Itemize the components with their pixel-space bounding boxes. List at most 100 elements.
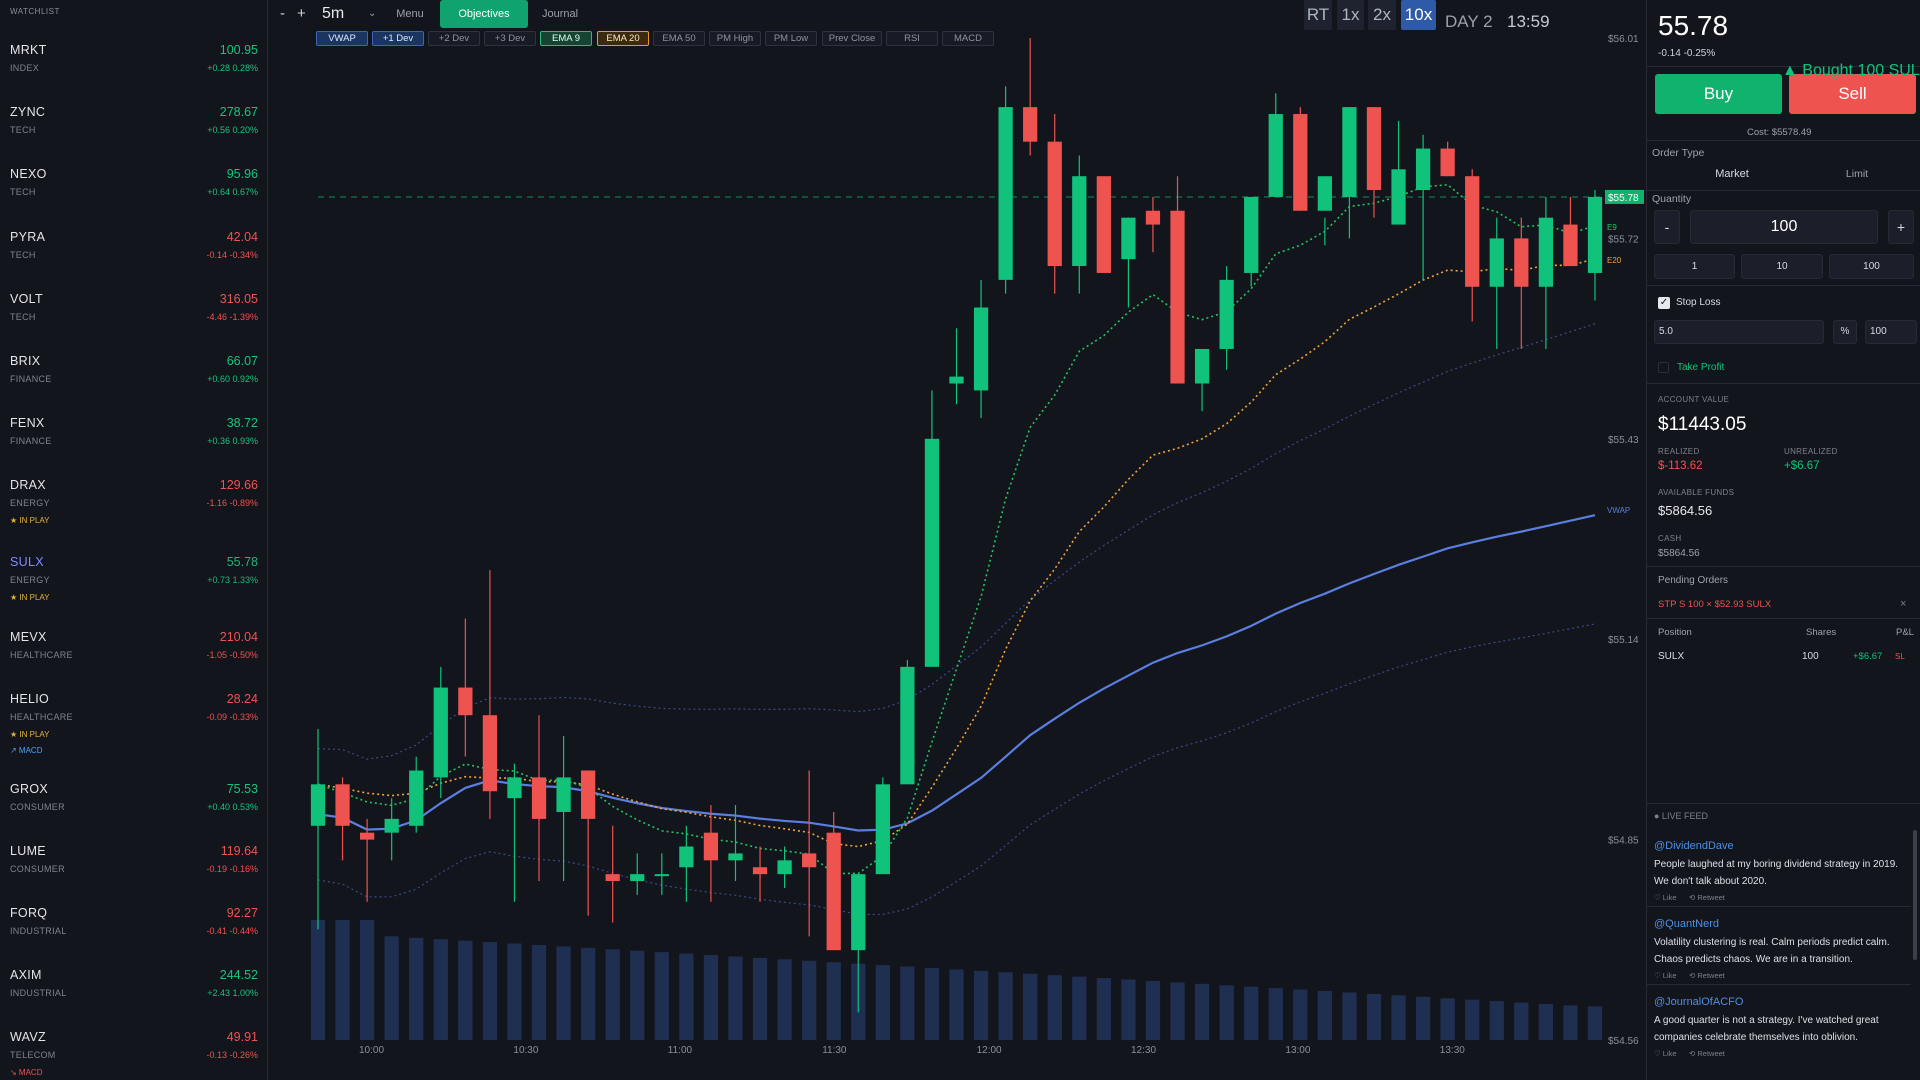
objectives-tab[interactable]: Objectives xyxy=(440,0,528,28)
watchlist-symbol: PYRA xyxy=(10,230,46,244)
watchlist-item-axim[interactable]: AXIM INDUSTRIAL 244.52 +2.43 1.00% xyxy=(0,968,267,1028)
indicator-toggle-ema-9[interactable]: EMA 9 xyxy=(540,31,592,46)
stop-loss-checkbox[interactable]: ✓ xyxy=(1658,297,1670,309)
price-chart[interactable]: $56.01 $55.72 $55.43 $55.14 $54.85 $54.56 10:0… xyxy=(272,0,1644,1080)
indicator-toggle-rsi[interactable]: RSI xyxy=(886,31,938,46)
watchlist-item-wavz[interactable]: WAVZ TELECOM 49.91 -0.13 -0.26% ↘ MACD xyxy=(0,1030,267,1080)
watchlist-symbol: NEXO xyxy=(10,167,47,181)
volume-bar xyxy=(924,968,940,1040)
indicator-toggle-vwap[interactable]: VWAP xyxy=(316,31,368,46)
watchlist-item-sulx[interactable]: SULX ENERGY 55.78 +0.73 1.33% ★ IN PLAY xyxy=(0,555,267,615)
watchlist-item-fenx[interactable]: FENX FINANCE 38.72 +0.36 0.93% xyxy=(0,416,267,476)
watchlist-item-brix[interactable]: BRIX FINANCE 66.07 +0.60 0.92% xyxy=(0,354,267,414)
feed-username[interactable]: @QuantNerd xyxy=(1654,918,1719,930)
candle-body xyxy=(507,777,522,799)
watchlist-symbol: HELIO xyxy=(10,692,50,706)
indicator-toggle--3-dev[interactable]: +3 Dev xyxy=(484,31,536,46)
volume-bar xyxy=(949,969,964,1040)
watchlist-item-zync[interactable]: ZYNC TECH 278.67 +0.56 0.20% xyxy=(0,105,267,165)
candle-body xyxy=(409,770,424,826)
buy-button[interactable]: Buy xyxy=(1655,74,1782,114)
watchlist-item-forq[interactable]: FORQ INDUSTRIAL 92.27 -0.41 -0.44% xyxy=(0,906,267,966)
qty-plus-button[interactable]: + xyxy=(1888,210,1914,244)
stop-unit-toggle[interactable]: % xyxy=(1833,320,1857,344)
time-tick-label: 13:00 xyxy=(1285,1045,1310,1056)
indicator-toggle-ema-20[interactable]: EMA 20 xyxy=(597,31,649,46)
watchlist-sector: TECH xyxy=(10,125,36,135)
candle-body xyxy=(654,874,669,877)
volume-bar xyxy=(1293,989,1308,1040)
candle-body xyxy=(679,846,694,868)
watchlist-change: +0.73 1.33% xyxy=(207,575,258,585)
qty-minus-button[interactable]: - xyxy=(1654,210,1680,244)
indicator-toggle-pm-high[interactable]: PM High xyxy=(709,31,761,46)
feed-username[interactable]: @DividendDave xyxy=(1654,840,1734,852)
feed-scrollbar[interactable] xyxy=(1913,830,1917,960)
like-button[interactable]: ♡ Like xyxy=(1654,893,1677,902)
volume-bar xyxy=(1563,1005,1578,1040)
retweet-button[interactable]: ⟲ Retweet xyxy=(1689,893,1725,902)
like-button[interactable]: ♡ Like xyxy=(1654,971,1677,980)
watchlist-item-pyra[interactable]: PYRA TECH 42.04 -0.14 -0.34% xyxy=(0,230,267,290)
speed-rt-button[interactable]: RT xyxy=(1304,0,1332,30)
vwap-label: VWAP xyxy=(1607,506,1630,515)
volume-bar xyxy=(1244,986,1259,1040)
candle-body xyxy=(335,784,350,826)
order-type-market[interactable]: Market xyxy=(1715,168,1749,180)
volume-bar xyxy=(802,960,817,1040)
watchlist-item-lume[interactable]: LUME CONSUMER 119.64 -0.19 -0.16% xyxy=(0,844,267,904)
watchlist-item-drax[interactable]: DRAX ENERGY 129.66 -1.16 -0.89% ★ IN PLAY xyxy=(0,478,267,538)
watchlist-sector: HEALTHCARE xyxy=(10,650,73,660)
timeframe-select[interactable]: 5m ⌄ xyxy=(322,0,382,28)
zoom-out-button[interactable]: - xyxy=(280,5,285,22)
pending-order-row[interactable]: STP S 100 × $52.93 SULX xyxy=(1658,599,1772,610)
position-shares: 100 xyxy=(1802,651,1819,662)
qty-preset-10[interactable]: 10 xyxy=(1741,254,1823,279)
indicator-toggle-ema-50[interactable]: EMA 50 xyxy=(653,31,705,46)
volume-bar xyxy=(875,965,890,1040)
quantity-input[interactable]: 100 xyxy=(1690,210,1878,244)
speed-1x-button[interactable]: 1x xyxy=(1337,0,1364,30)
watchlist-change: +0.40 0.53% xyxy=(207,802,258,812)
position-symbol[interactable]: SULX xyxy=(1658,651,1685,662)
watchlist-change: -0.19 -0.16% xyxy=(206,864,258,874)
qty-preset-100[interactable]: 100 xyxy=(1829,254,1914,279)
watchlist-item-mrkt[interactable]: MRKT INDEX 100.95 +0.28 0.28% xyxy=(0,43,267,103)
retweet-button[interactable]: ⟲ Retweet xyxy=(1689,1049,1725,1058)
take-profit-checkbox[interactable] xyxy=(1658,362,1669,373)
like-button[interactable]: ♡ Like xyxy=(1654,1049,1677,1058)
watchlist-symbol: BRIX xyxy=(10,354,41,368)
qty-preset-1[interactable]: 1 xyxy=(1654,254,1735,279)
indicator-toggle-pm-low[interactable]: PM Low xyxy=(765,31,817,46)
menu-tab[interactable]: Menu xyxy=(396,8,424,20)
candle-body xyxy=(998,107,1013,280)
watchlist-item-nexo[interactable]: NEXO TECH 95.96 +0.64 0.67% xyxy=(0,167,267,227)
stop-qty-input[interactable]: 100 xyxy=(1865,320,1917,344)
candle-body xyxy=(826,832,841,951)
candle-body xyxy=(1440,148,1455,177)
watchlist-item-helio[interactable]: HELIO HEALTHCARE 28.24 -0.09 -0.33% ★ IN PLA… xyxy=(0,692,267,755)
timeframe-value: 5m xyxy=(322,5,345,22)
watchlist-sector: ENERGY xyxy=(10,498,50,508)
watchlist-item-volt[interactable]: VOLT TECH 316.05 -4.46 -1.39% xyxy=(0,292,267,352)
feed-username[interactable]: @JournalOfACFO xyxy=(1654,996,1744,1008)
indicator-toggle--2-dev[interactable]: +2 Dev xyxy=(428,31,480,46)
speed-10x-button[interactable]: 10x xyxy=(1401,0,1436,30)
journal-tab[interactable]: Journal xyxy=(541,8,579,20)
watchlist-item-grox[interactable]: GROX CONSUMER 75.53 +0.40 0.53% xyxy=(0,782,267,842)
order-type-label: Order Type xyxy=(1652,147,1705,159)
indicator-toggle-prev-close[interactable]: Prev Close xyxy=(822,31,882,46)
cancel-order-icon[interactable]: × xyxy=(1900,598,1907,610)
speed-2x-button[interactable]: 2x xyxy=(1368,0,1396,30)
stop-loss-input[interactable]: 5.0 xyxy=(1654,320,1824,344)
watchlist-sector: CONSUMER xyxy=(10,864,65,874)
indicator-toggle--1-dev[interactable]: +1 Dev xyxy=(372,31,424,46)
retweet-button[interactable]: ⟲ Retweet xyxy=(1689,971,1725,980)
candle-body xyxy=(900,666,915,785)
volume-bar xyxy=(1489,1001,1504,1040)
sell-button[interactable]: Sell xyxy=(1789,74,1916,114)
watchlist-item-mevx[interactable]: MEVX HEALTHCARE 210.04 -1.05 -0.50% xyxy=(0,630,267,690)
indicator-toggle-macd[interactable]: MACD xyxy=(942,31,994,46)
zoom-in-button[interactable]: + xyxy=(297,5,306,22)
order-type-limit[interactable]: Limit xyxy=(1845,168,1869,180)
